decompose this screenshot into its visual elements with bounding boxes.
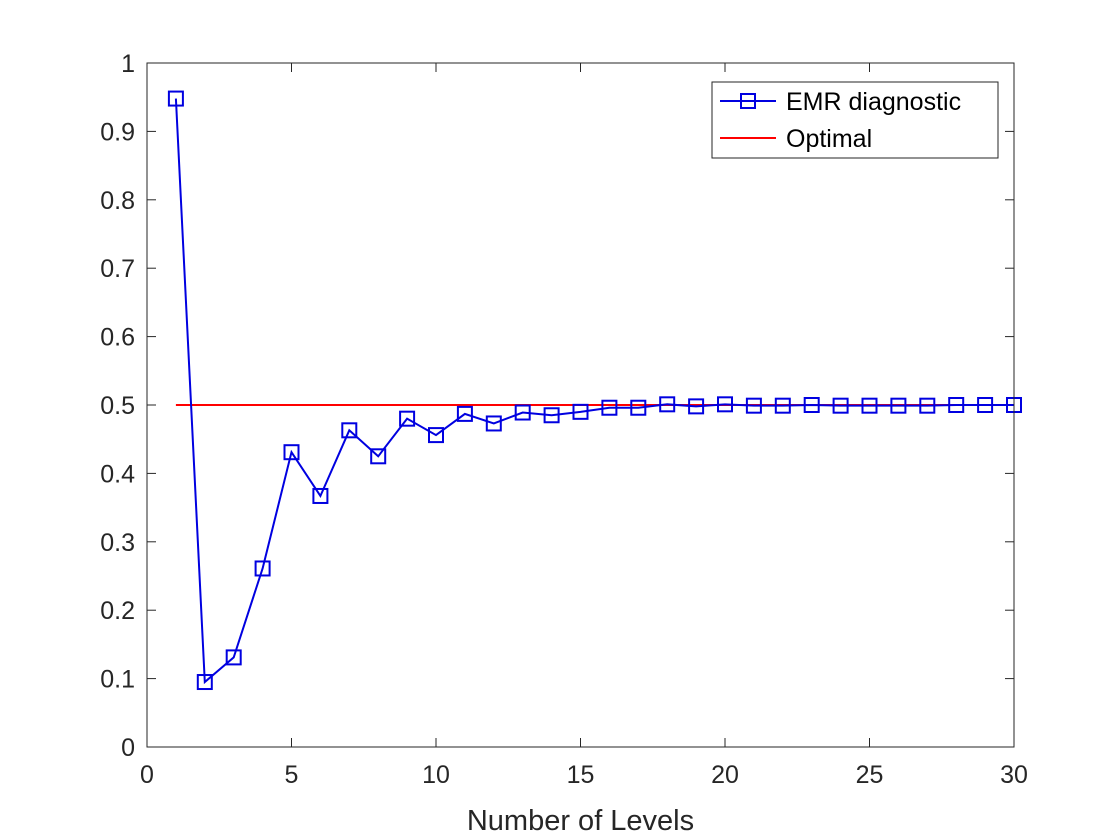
- data-point-marker: [341, 422, 358, 439]
- y-tick-label: 0.9: [100, 118, 135, 146]
- y-tick-label: 1: [121, 50, 135, 78]
- data-point-marker: [254, 560, 271, 577]
- plot-area-border: [146, 62, 1015, 748]
- data-point-marker: [948, 397, 965, 413]
- data-point-marker: [428, 427, 444, 444]
- data-point-marker: [370, 448, 387, 465]
- y-tick-label: 0.4: [100, 460, 135, 488]
- legend: EMR diagnostic Optimal: [711, 81, 999, 159]
- data-point-marker: [890, 397, 907, 414]
- legend-label-emr: EMR diagnostic: [786, 88, 961, 116]
- data-point-marker: [977, 397, 994, 413]
- x-tick-label: 5: [285, 761, 299, 789]
- data-point-marker: [630, 399, 647, 416]
- data-point-marker: [167, 90, 184, 107]
- legend-swatch-emr-marker: [740, 93, 756, 109]
- data-point-marker: [919, 397, 936, 414]
- data-point-marker: [688, 398, 705, 415]
- data-point-marker: [543, 407, 560, 424]
- data-point-marker: [774, 397, 791, 414]
- data-point-marker: [225, 649, 242, 666]
- x-tick-label: 0: [140, 761, 154, 789]
- x-tick-label: 15: [567, 761, 595, 789]
- x-tick-label: 10: [422, 761, 450, 789]
- data-point-marker: [572, 403, 589, 420]
- data-point-marker: [283, 444, 300, 461]
- y-tick-label: 0: [121, 734, 135, 762]
- data-point-marker: [196, 674, 213, 691]
- data-point-marker: [717, 396, 733, 413]
- series-layer: [167, 90, 1022, 691]
- x-tick-label: 30: [1000, 761, 1028, 789]
- y-tick-label: 0.7: [100, 255, 135, 283]
- legend-label-optimal: Optimal: [786, 125, 872, 153]
- y-tick-label: 0.8: [100, 187, 135, 215]
- legend-box: [711, 81, 999, 159]
- data-point-marker: [745, 397, 762, 414]
- data-point-marker: [659, 396, 676, 413]
- data-point-marker: [456, 405, 473, 422]
- data-point-marker: [514, 404, 531, 421]
- data-point-marker: [803, 397, 820, 413]
- data-point-marker: [312, 487, 329, 504]
- y-tick-label: 0.5: [100, 392, 135, 420]
- y-tick-label: 0.6: [100, 324, 135, 352]
- x-tick-label: 20: [711, 761, 739, 789]
- y-tick-label: 0.3: [100, 529, 135, 557]
- x-axis-label: Number of Levels: [467, 805, 694, 837]
- x-tick-label: 25: [856, 761, 884, 789]
- data-point-marker: [485, 415, 502, 432]
- tick-labels: 0 5 10 15 20 25 30 0 0.1 0.2 0.3 0.4 0.5 0.6 0.7 0.8 0.9…: [100, 50, 1028, 789]
- data-point-marker: [861, 397, 878, 414]
- data-point-marker: [601, 399, 618, 416]
- y-tick-label: 0.1: [100, 666, 135, 694]
- data-point-marker: [399, 410, 416, 427]
- y-tick-label: 0.2: [100, 597, 135, 625]
- data-point-marker: [832, 397, 849, 414]
